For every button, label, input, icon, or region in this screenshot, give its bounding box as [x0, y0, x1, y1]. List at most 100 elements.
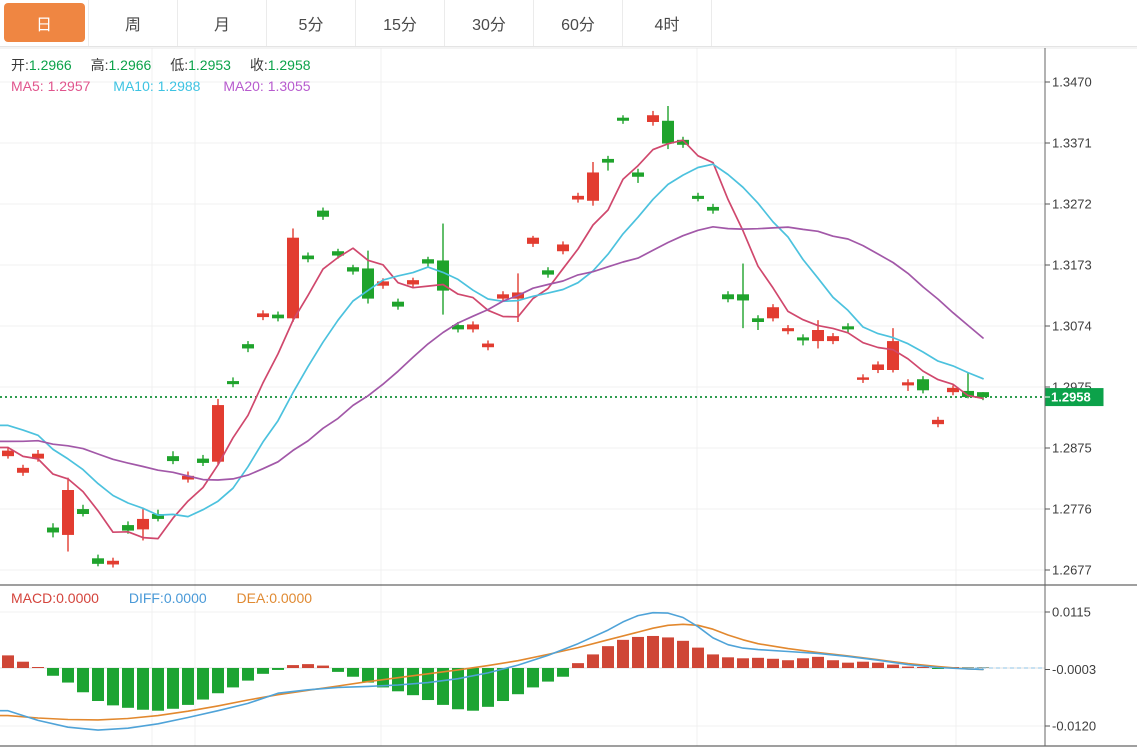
candle	[32, 453, 44, 459]
macd-axis: 0.0115 -0.0003 -0.0120	[1045, 605, 1096, 734]
grid-lines	[0, 48, 1045, 746]
tab-day-selected-pill[interactable]: 日	[3, 3, 85, 42]
candle	[47, 527, 59, 533]
candle	[377, 281, 389, 286]
candle	[197, 458, 209, 463]
price-axis: 1.34701.33711.32721.31731.30741.29751.28…	[1045, 75, 1092, 578]
candle	[107, 560, 119, 565]
svg-text:-0.0120: -0.0120	[1052, 719, 1096, 734]
candle	[92, 558, 104, 564]
candle	[782, 328, 794, 332]
ma10-value: MA10: 1.2988	[113, 78, 201, 94]
ma-lines-layer	[0, 139, 984, 540]
tab-15min[interactable]: 15分	[356, 0, 445, 46]
candle	[722, 294, 734, 300]
candle	[287, 237, 299, 319]
candle	[332, 251, 344, 256]
svg-text:1.2677: 1.2677	[1052, 563, 1092, 578]
candle	[437, 260, 449, 291]
candle	[272, 314, 284, 319]
svg-text:1.2776: 1.2776	[1052, 502, 1092, 517]
candle	[962, 390, 974, 398]
candle	[647, 115, 659, 122]
svg-text:1.3272: 1.3272	[1052, 197, 1092, 212]
candle	[542, 270, 554, 275]
candle	[737, 294, 749, 301]
svg-text:1.3074: 1.3074	[1052, 319, 1092, 334]
candle	[452, 325, 464, 330]
low-label: 低:	[170, 57, 189, 73]
candle	[797, 337, 809, 341]
candle	[872, 364, 884, 370]
candle	[662, 120, 674, 144]
macd-lines	[0, 611, 1044, 731]
open-value: 1.2966	[28, 57, 72, 73]
candle	[407, 280, 419, 285]
diff-line	[0, 611, 984, 731]
candle	[917, 379, 929, 391]
ma20-line	[0, 225, 984, 481]
dea-value: DEA:0.0000	[236, 590, 313, 606]
macd-histogram	[2, 635, 989, 711]
candle	[827, 336, 839, 342]
tab-5min[interactable]: 5分	[267, 0, 356, 46]
tab-week[interactable]: 周	[89, 0, 178, 46]
tab-month[interactable]: 月	[178, 0, 267, 46]
candle	[257, 313, 269, 318]
diff-value: DIFF:0.0000	[128, 590, 207, 606]
candle	[392, 301, 404, 307]
candle	[497, 294, 509, 299]
candle	[842, 326, 854, 330]
open-label: 开:	[11, 57, 29, 73]
candle	[692, 195, 704, 199]
low-value: 1.2953	[188, 57, 231, 73]
candle	[77, 509, 89, 514]
tab-4hour[interactable]: 4时	[623, 0, 712, 46]
candle	[932, 419, 944, 425]
timeframe-tabbar: 日 周 月 5分 15分 30分 60分 4时	[0, 0, 1137, 47]
candle	[767, 307, 779, 319]
high-value: 1.2966	[108, 57, 152, 73]
candle	[167, 456, 179, 462]
candle	[362, 268, 374, 299]
candle	[587, 172, 599, 201]
candle	[137, 518, 149, 530]
tab-day[interactable]: 日	[0, 0, 89, 46]
candle	[752, 318, 764, 322]
tab-30min[interactable]: 30分	[445, 0, 534, 46]
candle	[947, 387, 959, 393]
ma-readout: MA5: 1.2957 MA10: 1.2988 MA20: 1.3055	[11, 78, 330, 94]
high-label: 高:	[90, 57, 109, 73]
candle	[317, 210, 329, 217]
dea-line	[0, 623, 984, 721]
candle	[302, 255, 314, 260]
close-label: 收:	[249, 57, 268, 73]
candle	[602, 158, 614, 163]
candle	[62, 490, 74, 535]
candle	[347, 267, 359, 272]
ma20-value: MA20: 1.3055	[223, 78, 311, 94]
candle	[2, 450, 14, 457]
candle	[17, 467, 29, 473]
ma5-value: MA5: 1.2957	[11, 78, 91, 94]
svg-text:1.2958: 1.2958	[1051, 390, 1091, 405]
svg-text:0.0115: 0.0115	[1052, 605, 1091, 620]
candle	[617, 117, 629, 121]
current-price-badge: 1.2958	[1045, 388, 1104, 407]
candle	[122, 525, 134, 531]
panel-borders	[0, 47, 1137, 747]
candles-layer	[2, 106, 989, 568]
candle	[977, 392, 989, 398]
macd-value: MACD:0.0000	[11, 590, 99, 606]
candle	[422, 259, 434, 264]
candle	[152, 514, 164, 519]
tab-60min[interactable]: 60分	[534, 0, 623, 46]
candle	[242, 344, 254, 349]
close-value: 1.2958	[267, 57, 311, 73]
svg-text:1.3371: 1.3371	[1052, 136, 1092, 151]
candle	[677, 139, 689, 145]
candle	[212, 405, 224, 462]
candle	[707, 206, 719, 211]
